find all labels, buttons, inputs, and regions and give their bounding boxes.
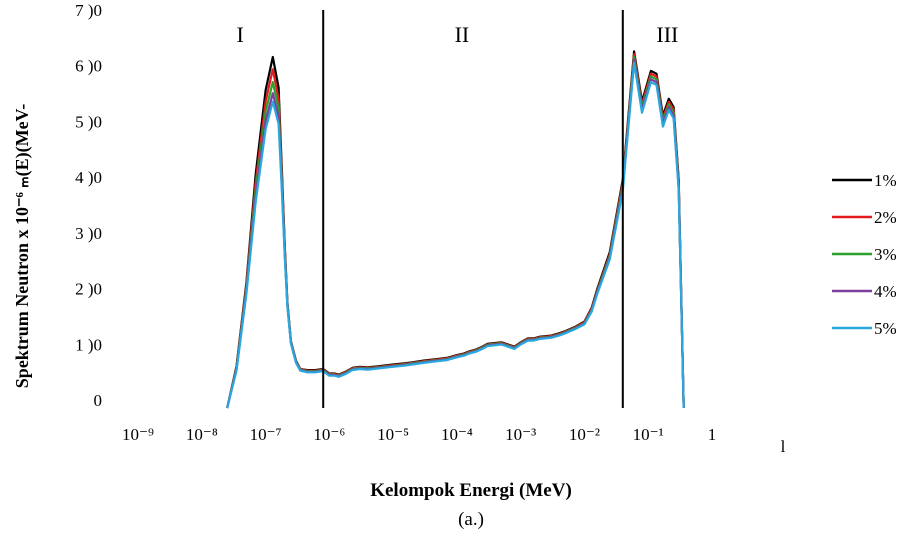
legend-label-4: 4% [874,282,897,301]
x-tick-label: 10⁻⁸ [186,425,218,444]
region-boundaries [322,10,624,408]
legend-label-5: 5% [874,319,897,338]
legend-label-1: 1% [874,171,897,190]
y-tick-label: 5 )0 [75,112,102,131]
x-axis-label: Kelompok Energi (MeV) [370,480,572,501]
x-tick-label: 10⁻¹ [633,425,664,444]
region-label-2: II [455,22,470,47]
y-tick-label: 1 )0 [75,335,102,354]
x-tick-label: 10⁻³ [505,425,536,444]
region-label-3: III [656,22,678,47]
legend-label-3: 3% [874,245,897,264]
x-axis-ticks: 10⁻⁹ 10⁻⁸ 10⁻⁷ 10⁻⁶ 10⁻⁵ 10⁻⁴ 10⁻³ 10⁻² 10⁻¹ 1 [122,425,716,444]
y-tick-label: 6 )0 [75,57,102,76]
legend: 1% 2% 3% 4% 5% [832,171,897,338]
region-labels: I II III [237,22,679,47]
region-label-1: I [237,22,244,47]
x-tick-label: 10⁻⁹ [122,425,154,444]
x-tick-label: 1 [708,425,717,444]
plot-area [226,50,685,409]
series-line-5 [226,61,685,409]
y-tick-label: 2 )0 [75,280,102,299]
y-tick-label: 0 [94,391,103,410]
x-tick-label: 10⁻⁶ [313,425,345,444]
y-tick-label: 7 )0 [75,1,102,20]
stray-label: l [781,437,786,456]
y-axis-label: Spektrum Neutron x 10⁻⁶ ₘ(E)(MeV- [12,104,33,388]
figure-caption: (a.) [458,509,484,530]
y-tick-label: 3 )0 [75,224,102,243]
y-axis-ticks: 0 1 )0 2 )0 3 )0 4 )0 5 )0 6 )0 7 )0 [75,1,102,410]
x-tick-label: 10⁻² [569,425,600,444]
y-tick-label: 4 )0 [75,168,102,187]
legend-label-2: 2% [874,208,897,227]
x-tick-label: 10⁻⁷ [250,425,282,444]
x-tick-label: 10⁻⁴ [441,425,473,444]
x-tick-label: 10⁻⁵ [377,425,409,444]
